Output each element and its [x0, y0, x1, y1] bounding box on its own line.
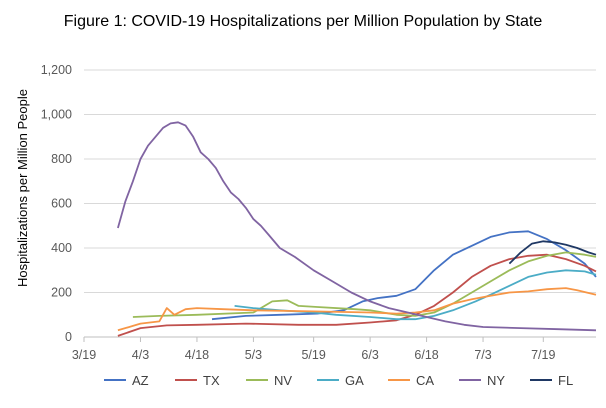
y-tick-label: 600 — [51, 197, 72, 211]
legend-label: GA — [345, 373, 364, 388]
legend-label: TX — [203, 373, 220, 388]
y-tick-label: 1,200 — [41, 63, 72, 77]
y-axis-title: Hospitalizations per Million People — [15, 89, 30, 287]
legend-label: CA — [416, 373, 434, 388]
x-tick-label: 7/3 — [474, 348, 491, 362]
series-line-nv — [132, 251, 597, 318]
series-line-fl — [508, 240, 597, 265]
x-tick-label: 4/3 — [132, 348, 149, 362]
y-tick-label: 400 — [51, 241, 72, 255]
y-tick-label: 0 — [65, 330, 72, 344]
legend: AZ TX NV GA CA NY FL — [104, 373, 573, 388]
chart-title: Figure 1: COVID-19 Hospitalizations per … — [63, 13, 543, 30]
legend-label: FL — [558, 373, 573, 388]
series-lines — [117, 121, 597, 337]
x-tick-label: 3/19 — [72, 348, 96, 362]
x-tick-label: 4/18 — [185, 348, 209, 362]
x-tick-label: 5/19 — [301, 348, 325, 362]
x-tick-label: 6/3 — [361, 348, 378, 362]
y-tick-label: 200 — [51, 286, 72, 300]
series-line-ca — [117, 287, 597, 332]
x-tick-label: 7/19 — [531, 348, 555, 362]
series-line-ny — [117, 121, 597, 332]
legend-label: AZ — [132, 373, 149, 388]
y-tick-label: 1,000 — [41, 108, 72, 122]
series-line-tx — [117, 253, 597, 337]
y-tick-label: 800 — [51, 152, 72, 166]
axes: 0 200 400 600 800 1,000 1,200 3/19 4/3 4/18 5/3 5/1… — [41, 63, 596, 362]
x-tick-label: 5/3 — [245, 348, 262, 362]
x-tick-label: 6/18 — [414, 348, 438, 362]
gridlines — [84, 69, 596, 338]
legend-label: NV — [274, 373, 292, 388]
legend-label: NY — [487, 373, 505, 388]
